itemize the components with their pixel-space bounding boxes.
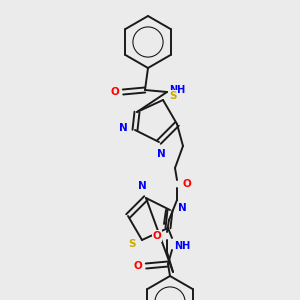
Text: O: O — [153, 231, 161, 241]
Text: N: N — [157, 149, 165, 159]
Text: O: O — [111, 87, 119, 97]
Text: N: N — [178, 203, 186, 213]
Text: NH: NH — [174, 241, 190, 251]
Text: NH: NH — [169, 85, 185, 95]
Text: N: N — [138, 181, 146, 191]
Text: N: N — [118, 123, 127, 133]
Text: S: S — [128, 239, 136, 249]
Text: O: O — [183, 179, 191, 189]
Text: S: S — [169, 91, 177, 101]
Text: O: O — [134, 261, 142, 271]
